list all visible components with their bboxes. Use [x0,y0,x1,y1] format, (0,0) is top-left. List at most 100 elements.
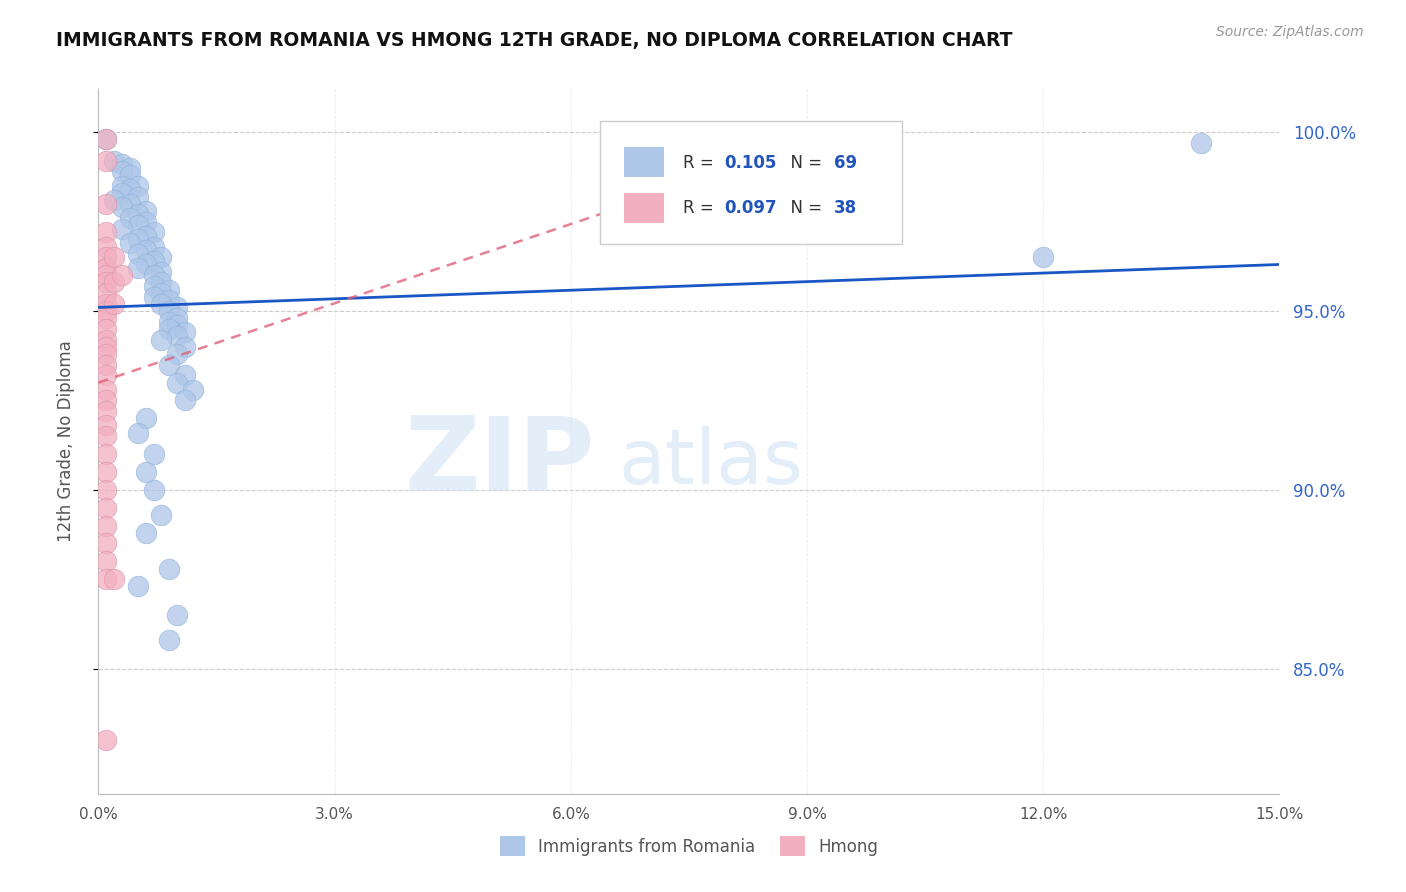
Point [166,376,188,390]
Point [157,322,180,336]
Point [96,404,118,418]
Point [118,168,141,182]
Point [96,297,118,311]
Point [150,276,173,290]
Point [127,246,149,260]
Point [96,368,118,383]
Point [135,214,157,228]
Point [166,301,188,315]
Point [142,239,165,253]
Point [181,383,204,397]
Point [96,153,118,168]
Point [96,554,118,568]
Point [96,383,118,397]
Point [174,340,197,354]
Point [135,411,157,425]
Point [166,318,188,333]
Point [96,132,118,146]
Point [127,579,149,593]
Point [96,518,118,533]
Point [96,447,118,461]
Point [96,268,118,283]
Text: 0.097: 0.097 [724,199,778,217]
Point [142,290,165,304]
Point [96,572,118,586]
Point [96,261,118,276]
Point [142,279,165,293]
Point [96,358,118,372]
Point [127,232,149,246]
FancyBboxPatch shape [624,147,664,178]
Point [96,340,118,354]
Point [127,261,149,276]
Point [111,200,134,214]
Point [118,235,141,250]
Point [135,465,157,479]
Point [103,276,125,290]
Point [150,250,173,264]
Point [127,178,149,193]
Text: R =: R = [683,154,718,172]
Point [96,225,118,239]
Point [118,196,141,211]
Point [118,161,141,175]
Point [96,465,118,479]
Point [96,286,118,301]
Point [150,286,173,301]
Point [166,607,188,622]
Point [127,189,149,203]
Point [96,393,118,408]
Point [157,315,180,329]
Point [135,525,157,540]
Point [96,418,118,433]
Point [174,393,197,408]
Point [96,304,118,318]
Point [142,268,165,283]
Text: ZIP: ZIP [404,412,595,513]
Point [118,211,141,225]
Point [157,293,180,308]
Point [96,333,118,347]
Text: N =: N = [780,199,827,217]
Point [96,500,118,515]
Point [111,157,134,171]
Point [103,250,125,264]
Point [142,447,165,461]
Point [135,257,157,271]
Point [150,265,173,279]
Point [118,182,141,196]
Legend: Immigrants from Romania, Hmong: Immigrants from Romania, Hmong [494,830,884,863]
Text: Source: ZipAtlas.com: Source: ZipAtlas.com [1216,25,1364,39]
Point [157,304,180,318]
Point [103,153,125,168]
Point [166,329,188,343]
Point [96,311,118,326]
Point [96,250,118,264]
Text: N =: N = [780,154,827,172]
Point [103,572,125,586]
Point [96,132,118,146]
Y-axis label: 12th Grade, No Diploma: 12th Grade, No Diploma [56,341,75,542]
Point [142,483,165,497]
Point [111,221,134,235]
Point [135,203,157,218]
Point [111,164,134,178]
Point [111,186,134,200]
Point [1189,136,1212,150]
Text: IMMIGRANTS FROM ROMANIA VS HMONG 12TH GRADE, NO DIPLOMA CORRELATION CHART: IMMIGRANTS FROM ROMANIA VS HMONG 12TH GR… [56,31,1012,50]
Point [142,225,165,239]
Point [96,429,118,443]
Point [142,253,165,268]
Point [127,207,149,221]
Point [157,561,180,575]
Point [96,239,118,253]
Point [96,276,118,290]
Point [96,536,118,550]
Point [96,347,118,361]
Point [157,283,180,297]
Text: 69: 69 [834,154,858,172]
Text: 0.105: 0.105 [724,154,776,172]
Point [166,347,188,361]
Point [96,483,118,497]
Text: atlas: atlas [619,425,803,500]
